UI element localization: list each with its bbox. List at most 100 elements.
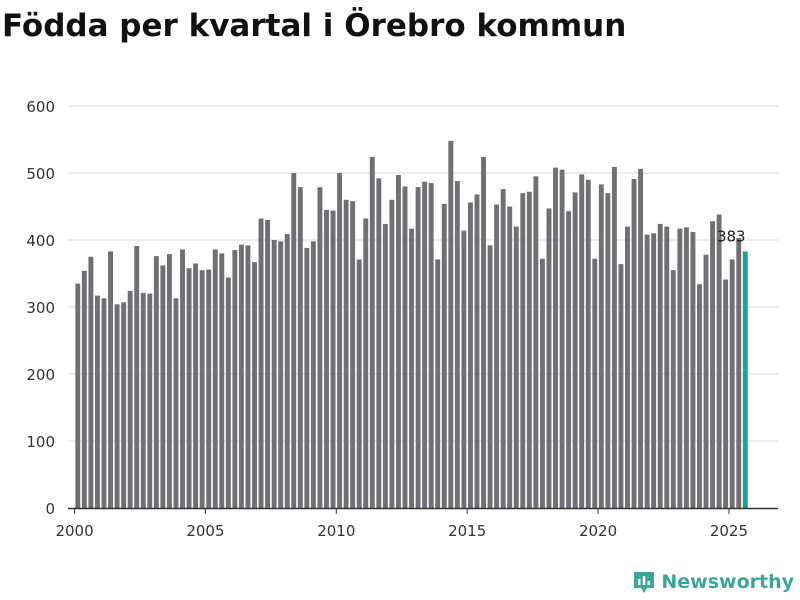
bar (238, 244, 244, 508)
bar (252, 262, 257, 508)
bar (559, 169, 565, 508)
bar (186, 268, 192, 508)
bar (291, 173, 297, 508)
data-labels: 383 (717, 227, 746, 245)
bar (441, 203, 447, 508)
bar (520, 193, 526, 508)
bar (494, 204, 500, 509)
bars (75, 140, 748, 509)
bar (369, 156, 375, 509)
data-label-last: 383 (717, 227, 746, 245)
bar (605, 193, 611, 508)
y-tick-label: 500 (26, 165, 55, 183)
bar (697, 284, 702, 508)
bar (428, 183, 434, 509)
bar (297, 187, 303, 508)
x-tick-label: 2005 (186, 522, 224, 540)
bar (382, 223, 388, 509)
bar (670, 270, 676, 508)
bar (415, 187, 421, 508)
bar (94, 295, 100, 508)
bar (736, 237, 742, 509)
bar (461, 230, 467, 508)
x-axis-ticks: 2000 2005 2010 2015 2020 2025 (55, 508, 748, 540)
bar (409, 228, 415, 509)
bar (317, 187, 323, 508)
bar (703, 254, 709, 508)
bar (716, 214, 722, 509)
brand-logo: Newsworthy (633, 570, 794, 594)
bar (108, 251, 113, 508)
bar (631, 179, 637, 508)
bar (723, 279, 729, 508)
chart-title: Födda per kvartal i Örebro kommun (2, 8, 627, 44)
bar (481, 156, 486, 509)
bar (435, 259, 441, 508)
bar (683, 227, 689, 508)
bar (147, 293, 153, 508)
y-tick-label: 100 (26, 433, 55, 451)
bar (114, 304, 120, 508)
bar (553, 167, 558, 508)
y-tick-label: 300 (26, 299, 55, 317)
bar (579, 174, 585, 508)
bar (265, 219, 271, 508)
bar (389, 199, 395, 509)
bar (225, 277, 231, 508)
bar (310, 241, 316, 508)
bar (572, 192, 578, 508)
bar (140, 292, 146, 508)
x-tick-label: 2000 (55, 522, 93, 540)
bar (644, 234, 650, 508)
bar (710, 221, 716, 509)
bar (533, 176, 539, 508)
bar (598, 184, 604, 508)
y-tick-label: 400 (26, 232, 55, 250)
bar-highlight (742, 251, 748, 508)
bar (88, 256, 94, 508)
bar (625, 226, 630, 508)
bar (664, 226, 670, 508)
bar (173, 298, 179, 508)
bar (337, 173, 343, 508)
x-tick-label: 2015 (448, 522, 486, 540)
bar (474, 194, 480, 508)
bar (546, 208, 552, 508)
bar (343, 199, 349, 509)
bar (448, 140, 454, 508)
y-tick-label: 200 (26, 366, 55, 384)
bar (363, 218, 369, 508)
bar (356, 259, 362, 508)
bar (304, 248, 310, 509)
bar (592, 258, 598, 508)
bar (539, 258, 545, 508)
bar (232, 250, 238, 509)
bar (330, 210, 336, 508)
bar (513, 226, 519, 508)
bar (245, 245, 251, 509)
bar (396, 175, 401, 508)
y-axis-ticks: 0 100 200 300 400 500 600 (26, 98, 55, 518)
bar (258, 218, 264, 508)
bar (75, 283, 81, 508)
bar (160, 265, 166, 508)
bar (206, 269, 212, 508)
bar (376, 178, 382, 509)
bar (212, 249, 218, 508)
bar (651, 233, 657, 509)
bar (618, 264, 624, 508)
bar (487, 245, 493, 509)
bar (153, 256, 159, 508)
bar (422, 181, 428, 508)
bar (121, 302, 127, 508)
bar (350, 201, 356, 508)
bar (638, 168, 644, 509)
bar (507, 206, 513, 508)
bar (193, 263, 199, 508)
bar (284, 233, 290, 508)
bar (657, 223, 663, 509)
bar (677, 228, 683, 509)
bar (81, 270, 87, 508)
x-tick-label: 2010 (317, 522, 355, 540)
